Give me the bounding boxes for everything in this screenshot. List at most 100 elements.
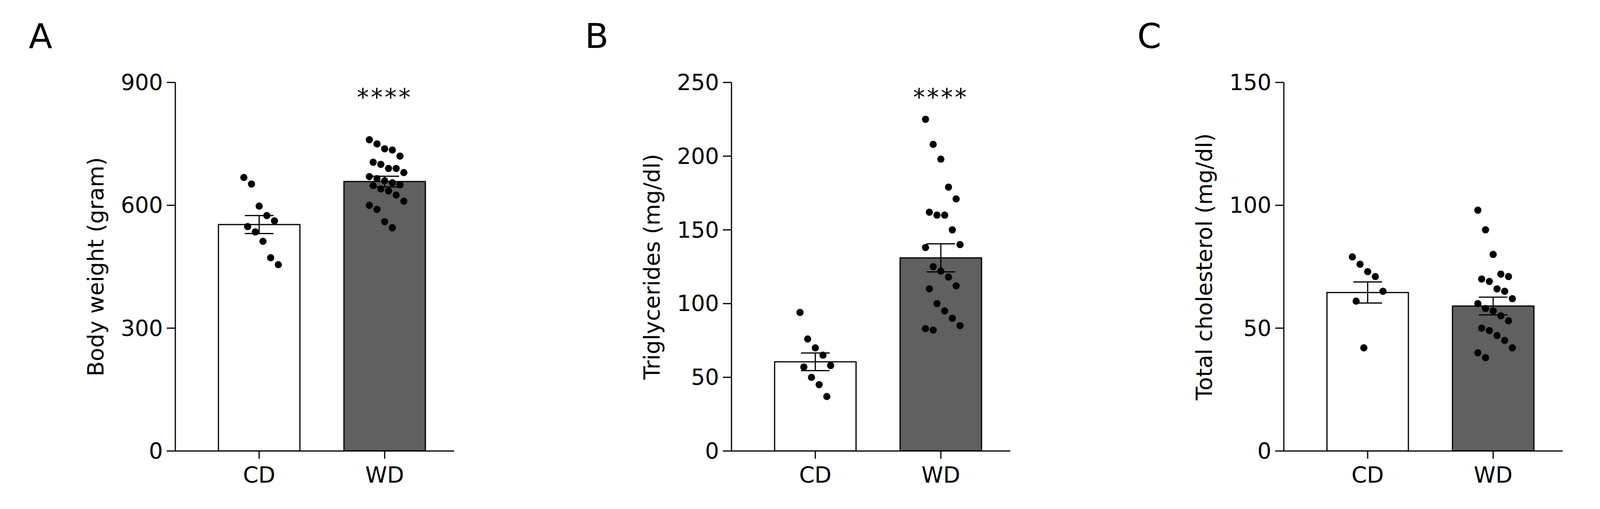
data-point (929, 262, 938, 271)
y-tick (722, 376, 732, 378)
y-tick (722, 155, 732, 158)
data-point (259, 237, 267, 245)
error-cap (800, 369, 830, 372)
data-point (1497, 312, 1505, 320)
data-point (808, 373, 816, 381)
data-point (1364, 267, 1372, 275)
bar (900, 257, 982, 451)
data-point (274, 261, 283, 269)
data-point (800, 363, 808, 371)
data-point (1505, 317, 1513, 325)
error-bar (926, 243, 956, 272)
data-point (388, 179, 397, 187)
data-point (1371, 273, 1380, 281)
error-cap (926, 271, 956, 273)
y-tick (722, 81, 732, 84)
data-point (1478, 324, 1486, 332)
data-point (933, 211, 941, 219)
figure: A0300600900CDWDBody weight (gram)****B05… (0, 0, 1600, 509)
error-cap (1478, 296, 1508, 298)
x-tick-label: WD (1474, 461, 1513, 488)
y-tick-label: 900 (120, 69, 163, 96)
data-point (948, 226, 957, 234)
panel: B050100150200250CDWDTriglycerides (mg/dl… (584, 15, 1011, 488)
data-point (400, 168, 408, 176)
error-bar (1353, 281, 1383, 303)
data-point (248, 180, 256, 188)
x-tick (1367, 450, 1369, 459)
plot-area (774, 115, 982, 451)
y-tick (1275, 81, 1284, 84)
y-tick-label: 150 (676, 217, 720, 243)
data-point (956, 240, 964, 249)
panel: C050100150CDWDTotal cholesterol (mg/dl) (1137, 15, 1563, 488)
y-tick (722, 228, 732, 231)
data-point (804, 335, 812, 343)
data-point (1493, 285, 1501, 293)
data-point (385, 187, 393, 195)
y-tick (1275, 204, 1284, 206)
error-bar (1478, 297, 1508, 315)
y-axis (1283, 82, 1285, 451)
data-point (811, 343, 820, 352)
x-axis (731, 450, 1011, 452)
y-tick-label: 0 (705, 437, 720, 464)
data-point (385, 164, 393, 172)
error-line (814, 352, 817, 371)
data-point (823, 392, 831, 400)
error-cap (1353, 281, 1383, 283)
error-bar (244, 215, 274, 234)
data-point (948, 314, 957, 322)
data-point (267, 253, 275, 262)
data-point (1474, 206, 1482, 214)
y-tick (166, 327, 176, 329)
data-point (796, 308, 804, 316)
data-point (1482, 354, 1490, 362)
error-bar (800, 352, 830, 371)
bar (218, 224, 300, 451)
error-line (384, 176, 386, 187)
y-tick-label: 200 (676, 143, 720, 170)
x-tick-label: CD (799, 461, 832, 488)
x-tick-label: WD (921, 461, 961, 488)
panel-label: C (1137, 15, 1162, 57)
plot-area (1326, 206, 1534, 451)
data-point (1474, 299, 1482, 308)
data-point (381, 217, 389, 226)
data-point (945, 273, 953, 281)
y-axis-label: Body weight (gram) (82, 157, 109, 377)
y-axis-label: Triglycerides (mg/dl) (639, 153, 665, 380)
y-axis (731, 82, 733, 451)
data-point (1360, 343, 1368, 352)
x-tick-label: CD (1351, 461, 1384, 488)
y-tick (722, 302, 732, 305)
x-tick (814, 450, 817, 459)
error-line (1367, 281, 1369, 303)
data-point (1348, 252, 1357, 261)
data-point (388, 146, 397, 154)
data-point (381, 145, 389, 153)
data-point (827, 361, 835, 369)
significance: **** (356, 83, 413, 112)
y-tick-label: 0 (1257, 437, 1272, 464)
y-tick-label: 300 (120, 315, 163, 342)
error-cap (1478, 314, 1508, 316)
bar (343, 181, 426, 451)
data-point (937, 155, 945, 163)
data-point (922, 324, 930, 332)
error-cap (800, 352, 830, 354)
x-tick-label: WD (365, 461, 405, 488)
data-point (922, 115, 930, 123)
data-point (396, 152, 404, 160)
data-point (1485, 277, 1494, 286)
data-point (251, 228, 260, 236)
error-bar (370, 176, 400, 187)
data-point (952, 195, 960, 203)
x-axis (1283, 450, 1563, 452)
data-point (1497, 270, 1505, 278)
y-axis-label: Total cholesterol (mg/dl) (1191, 133, 1218, 401)
y-axis (174, 82, 177, 451)
x-tick (940, 450, 942, 459)
data-point (929, 140, 938, 149)
data-point (255, 202, 263, 210)
